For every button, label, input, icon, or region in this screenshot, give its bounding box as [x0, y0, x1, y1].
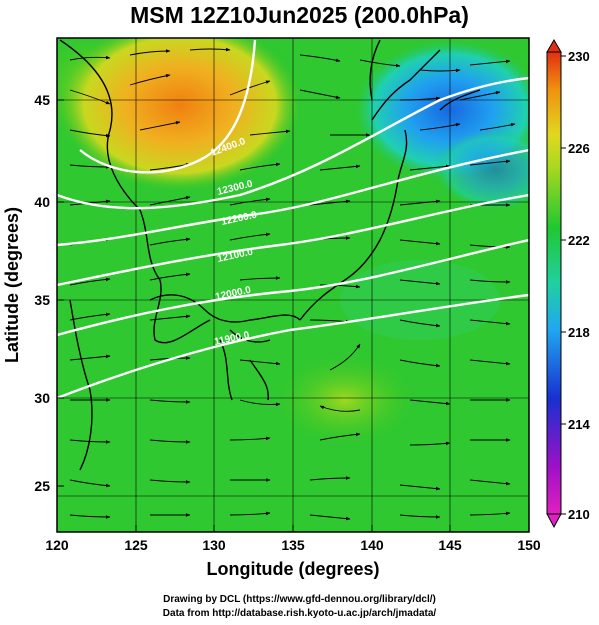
colorbar-tick-label: 222: [568, 233, 590, 248]
colorbar-tick-label: 230: [568, 49, 590, 64]
x-tick-label: 140: [360, 537, 384, 553]
colorbar-tick-label: 210: [568, 507, 590, 522]
x-tick-marks: [56, 525, 530, 532]
y-tick-marks: [57, 99, 64, 487]
colorbar-tick-label: 218: [568, 325, 590, 340]
x-tick-label: 130: [202, 537, 226, 553]
colorbar-tick-label: 226: [568, 141, 590, 156]
x-tick-labels: 120 125 130 135 140 145 150: [45, 537, 541, 553]
height-contours: [57, 39, 529, 400]
y-tick-label: 30: [34, 390, 50, 406]
x-axis-label: Longitude (degrees): [206, 559, 379, 579]
colorbar-min-triangle: [546, 513, 562, 529]
plot-area: [57, 38, 529, 532]
grid-lines: [57, 38, 529, 532]
credit-drawing: Drawing by DCL (https://www.gfd-dennou.o…: [163, 594, 436, 605]
x-tick-label: 150: [517, 537, 541, 553]
y-axis-label: Latitude (degrees): [2, 207, 22, 363]
y-tick-label: 35: [34, 292, 50, 308]
x-tick-label: 120: [45, 537, 69, 553]
page-title: MSM 12Z10Jun2025 (200.0hPa): [130, 2, 469, 28]
x-tick-label: 135: [281, 537, 305, 553]
credit-data-source: Data from http://database.rish.kyoto-u.a…: [162, 608, 437, 619]
y-tick-labels: 25 30 35 40 45: [34, 92, 50, 494]
y-tick-label: 45: [34, 92, 50, 108]
x-tick-label: 125: [124, 537, 148, 553]
x-tick-label: 145: [438, 537, 462, 553]
wind-streamlines: [69, 47, 516, 521]
warm-region: [60, 38, 300, 190]
y-tick-label: 25: [34, 478, 50, 494]
colorbar-max-triangle: [546, 39, 562, 53]
coastlines: [59, 39, 481, 471]
y-tick-label: 40: [34, 194, 50, 210]
colorbar: 230 226 222 218 214 210: [546, 39, 590, 529]
colorbar-tick-label: 214: [568, 417, 590, 432]
colorbar-scale: [546, 51, 562, 515]
